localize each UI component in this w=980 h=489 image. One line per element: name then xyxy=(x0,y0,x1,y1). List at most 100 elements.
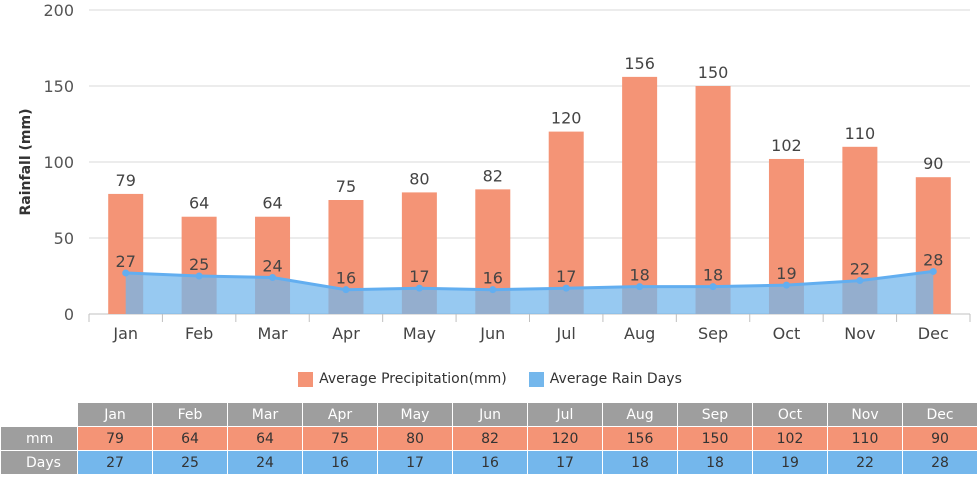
data-table: Jan Feb Mar Apr May Jun Jul Aug Sep Oct Nov Dec mm 79… xyxy=(0,402,978,475)
table-cell: 150 xyxy=(677,426,753,451)
table-cell: 28 xyxy=(902,450,978,475)
table-cell: 24 xyxy=(227,450,303,475)
x-tick-label: Jun xyxy=(479,324,505,343)
table-cell: 22 xyxy=(827,450,903,475)
precipitation-bar xyxy=(695,86,731,314)
x-tick-label: Dec xyxy=(918,324,949,343)
rain-days-data-label: 18 xyxy=(629,266,649,285)
x-tick-label: Apr xyxy=(332,324,360,343)
table-cell: 17 xyxy=(377,450,453,475)
precipitation-data-label: 79 xyxy=(116,171,136,190)
table-cell: 18 xyxy=(602,450,678,475)
precipitation-data-label: 64 xyxy=(189,194,209,213)
rain-days-data-label: 27 xyxy=(116,252,136,271)
legend-label-precipitation: Average Precipitation(mm) xyxy=(319,371,507,387)
table-cell: 79 xyxy=(77,426,153,451)
table-cell: 156 xyxy=(602,426,678,451)
rain-days-data-label: 17 xyxy=(556,267,576,286)
legend-item-precipitation[interactable]: Average Precipitation(mm) xyxy=(298,371,507,387)
rain-days-point xyxy=(489,286,497,294)
table-header-cell: Sep xyxy=(677,402,753,427)
x-tick-label: May xyxy=(403,324,436,343)
rain-days-point xyxy=(636,283,644,291)
table-corner xyxy=(0,402,78,427)
x-tick-label: Sep xyxy=(698,324,728,343)
table-cell: 80 xyxy=(377,426,453,451)
rain-days-point xyxy=(269,274,277,282)
precipitation-data-label: 120 xyxy=(551,109,582,128)
table-header-cell: Feb xyxy=(152,402,228,427)
x-tick-label: Jul xyxy=(556,324,576,343)
rain-days-area xyxy=(125,271,934,314)
rain-days-data-label: 16 xyxy=(483,269,503,288)
y-tick-label: 50 xyxy=(54,229,74,248)
x-tick-label: Mar xyxy=(257,324,288,343)
table-cell: 17 xyxy=(527,450,603,475)
precipitation-data-label: 110 xyxy=(845,124,876,143)
x-tick-label: Jan xyxy=(112,324,138,343)
rain-days-point xyxy=(856,277,864,285)
precipitation-data-label: 80 xyxy=(409,169,429,188)
precipitation-data-label: 75 xyxy=(336,177,356,196)
rain-days-point xyxy=(562,284,570,292)
table-header-cell: Jul xyxy=(527,402,603,427)
table-header-cell: Jun xyxy=(452,402,528,427)
table-header-row: Jan Feb Mar Apr May Jun Jul Aug Sep Oct Nov Dec xyxy=(0,402,978,427)
rain-days-data-label: 18 xyxy=(703,266,723,285)
table-cell: 64 xyxy=(227,426,303,451)
precipitation-data-label: 150 xyxy=(698,63,729,82)
table-cell: 16 xyxy=(302,450,378,475)
table-cell: 102 xyxy=(752,426,828,451)
y-tick-label: 0 xyxy=(64,305,74,324)
table-row-label: Days xyxy=(0,450,78,475)
x-tick-label: Aug xyxy=(624,324,655,343)
table-row: Days 27 25 24 16 17 16 17 18 18 19 22 28 xyxy=(0,450,978,475)
table-cell: 90 xyxy=(902,426,978,451)
table-cell: 75 xyxy=(302,426,378,451)
x-tick-label: Feb xyxy=(185,324,213,343)
precipitation-data-label: 82 xyxy=(483,166,503,185)
table-row: mm 79 64 64 75 80 82 120 156 150 102 110 90 xyxy=(0,426,978,451)
legend-item-rain-days[interactable]: Average Rain Days xyxy=(528,371,682,387)
precipitation-data-label: 90 xyxy=(923,154,943,173)
table-cell: 64 xyxy=(152,426,228,451)
rain-days-data-label: 28 xyxy=(923,250,943,269)
rain-days-data-label: 22 xyxy=(850,260,870,279)
y-tick-label: 150 xyxy=(43,77,74,96)
table-cell: 110 xyxy=(827,426,903,451)
table-cell: 27 xyxy=(77,450,153,475)
precipitation-data-label: 102 xyxy=(771,136,802,155)
table-header-cell: Nov xyxy=(827,402,903,427)
table-cell: 19 xyxy=(752,450,828,475)
precipitation-bar xyxy=(622,76,658,314)
y-tick-label: 100 xyxy=(43,153,74,172)
x-tick-label: Nov xyxy=(844,324,875,343)
legend-label-rain-days: Average Rain Days xyxy=(549,371,682,387)
precipitation-bar xyxy=(548,131,584,314)
rain-days-point xyxy=(415,284,423,292)
rain-days-point xyxy=(342,286,350,294)
table-row-label: mm xyxy=(0,426,78,451)
rainfall-chart: 0 50 100 150 200 Rainfall (mm) 79 64 64 75 80 82 120… xyxy=(18,1,971,343)
table-header-cell: May xyxy=(377,402,453,427)
table-header-cell: Apr xyxy=(302,402,378,427)
precipitation-data-label: 64 xyxy=(262,194,282,213)
table-header-cell: Mar xyxy=(227,402,303,427)
y-tick-label: 200 xyxy=(43,1,74,20)
precipitation-swatch xyxy=(298,371,314,387)
rain-days-swatch xyxy=(528,371,544,387)
table-header-cell: Oct xyxy=(752,402,828,427)
rain-days-data-label: 17 xyxy=(409,267,429,286)
table-cell: 25 xyxy=(152,450,228,475)
rain-days-data-label: 19 xyxy=(776,264,796,283)
rain-days-data-label: 25 xyxy=(189,255,209,274)
rain-days-line xyxy=(125,269,934,292)
rain-days-data-label: 24 xyxy=(262,257,282,276)
rain-days-data-label: 16 xyxy=(336,269,356,288)
table-header-cell: Aug xyxy=(602,402,678,427)
table-cell: 82 xyxy=(452,426,528,451)
table-cell: 120 xyxy=(527,426,603,451)
legend: Average Precipitation(mm) Average Rain D… xyxy=(0,368,980,390)
rain-days-point xyxy=(929,267,937,275)
rain-days-point xyxy=(195,272,203,280)
